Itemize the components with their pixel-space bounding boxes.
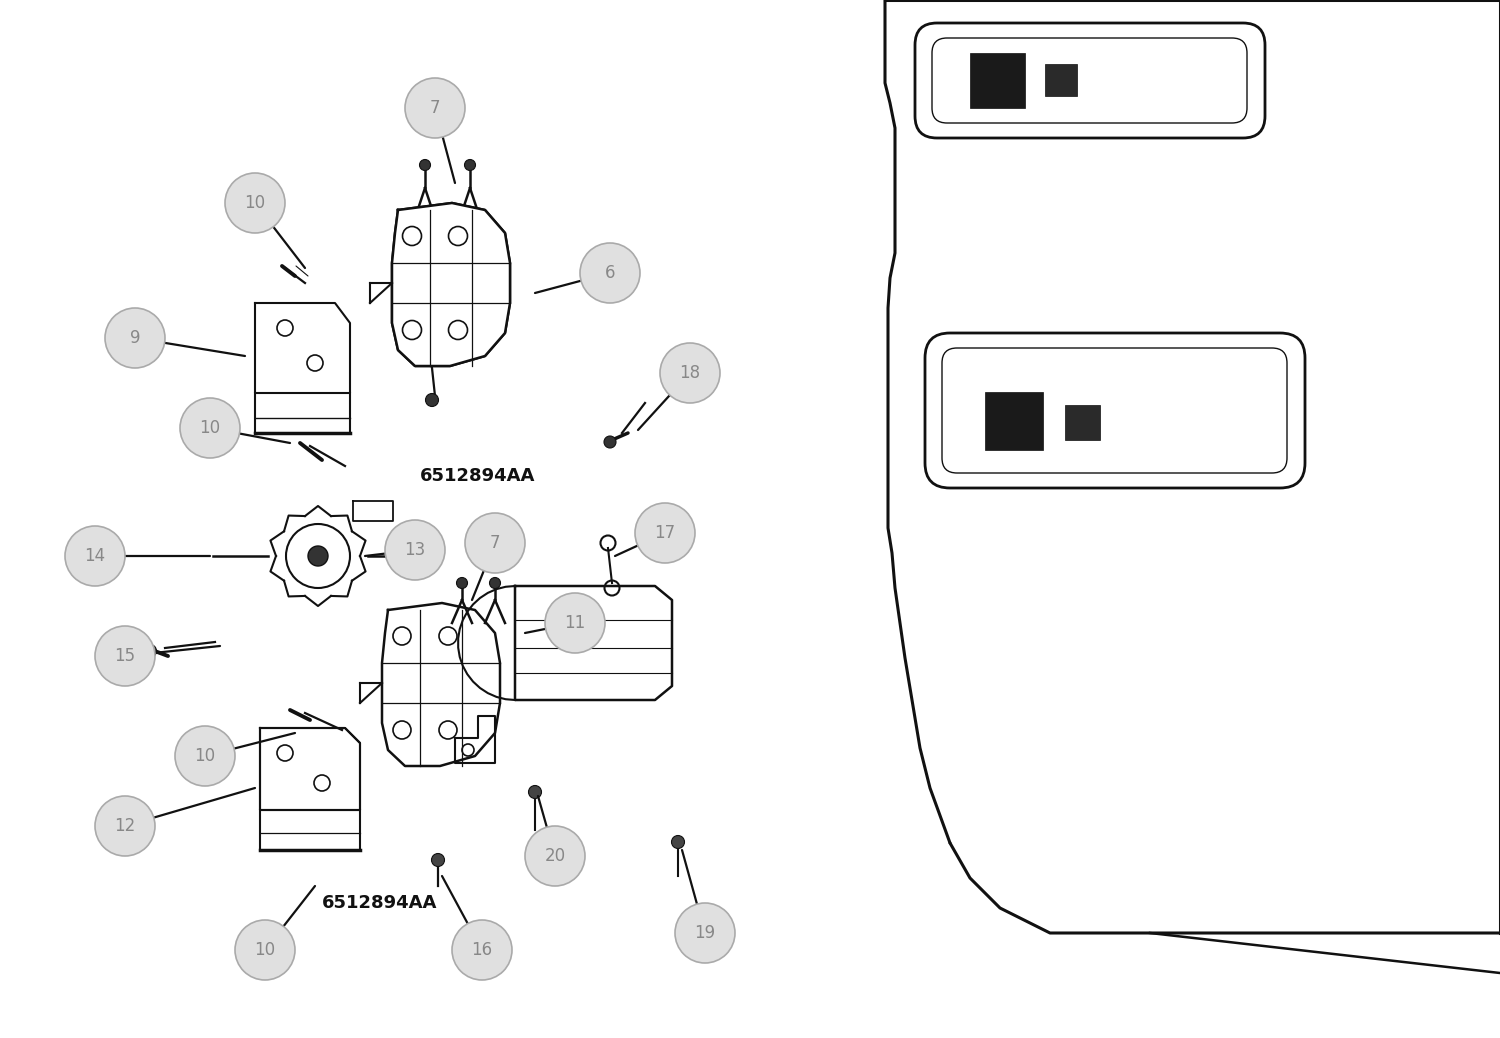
Circle shape bbox=[675, 903, 735, 963]
Text: 18: 18 bbox=[680, 364, 700, 382]
Circle shape bbox=[225, 173, 285, 233]
Circle shape bbox=[448, 321, 468, 339]
Circle shape bbox=[465, 513, 525, 573]
Circle shape bbox=[465, 160, 476, 170]
Circle shape bbox=[420, 160, 430, 170]
Text: 9: 9 bbox=[130, 329, 141, 347]
Text: 11: 11 bbox=[564, 614, 585, 632]
Circle shape bbox=[544, 593, 604, 653]
Text: 13: 13 bbox=[405, 541, 426, 559]
Circle shape bbox=[402, 226, 422, 246]
FancyBboxPatch shape bbox=[942, 348, 1287, 473]
Circle shape bbox=[660, 343, 720, 403]
Circle shape bbox=[94, 626, 154, 686]
Circle shape bbox=[286, 524, 350, 588]
Text: 17: 17 bbox=[654, 524, 675, 542]
Circle shape bbox=[525, 826, 585, 886]
Text: 7: 7 bbox=[429, 99, 441, 117]
Text: 6512894AA: 6512894AA bbox=[420, 467, 536, 485]
Text: 20: 20 bbox=[544, 847, 566, 865]
Circle shape bbox=[236, 920, 296, 980]
Circle shape bbox=[180, 398, 240, 458]
Polygon shape bbox=[382, 603, 500, 766]
Bar bbox=[970, 53, 1024, 108]
Bar bbox=[1046, 64, 1077, 95]
Circle shape bbox=[528, 786, 542, 798]
Text: 14: 14 bbox=[84, 547, 105, 565]
Text: 6512894AA: 6512894AA bbox=[322, 894, 438, 912]
Polygon shape bbox=[392, 203, 510, 366]
Circle shape bbox=[105, 308, 165, 368]
FancyBboxPatch shape bbox=[915, 23, 1264, 138]
Circle shape bbox=[604, 436, 616, 448]
FancyBboxPatch shape bbox=[926, 333, 1305, 488]
Text: 15: 15 bbox=[114, 647, 135, 665]
Circle shape bbox=[440, 627, 458, 645]
FancyBboxPatch shape bbox=[932, 38, 1246, 122]
Circle shape bbox=[426, 393, 438, 407]
Circle shape bbox=[440, 721, 458, 739]
Circle shape bbox=[672, 836, 684, 848]
Text: 6: 6 bbox=[604, 264, 615, 282]
Circle shape bbox=[94, 796, 154, 856]
Bar bbox=[1065, 405, 1100, 440]
Circle shape bbox=[489, 577, 501, 589]
Text: 10: 10 bbox=[195, 747, 216, 765]
Circle shape bbox=[386, 520, 446, 580]
Text: 12: 12 bbox=[114, 817, 135, 835]
Text: 10: 10 bbox=[255, 941, 276, 959]
Bar bbox=[986, 392, 1042, 450]
Circle shape bbox=[580, 243, 640, 303]
Circle shape bbox=[402, 321, 422, 339]
Circle shape bbox=[308, 546, 328, 566]
Circle shape bbox=[64, 526, 125, 586]
Text: 10: 10 bbox=[244, 194, 266, 212]
Text: 16: 16 bbox=[471, 941, 492, 959]
Circle shape bbox=[456, 577, 468, 589]
Circle shape bbox=[393, 627, 411, 645]
Circle shape bbox=[176, 726, 236, 786]
Text: 7: 7 bbox=[489, 534, 501, 552]
Circle shape bbox=[393, 721, 411, 739]
Polygon shape bbox=[514, 586, 672, 700]
Circle shape bbox=[405, 78, 465, 138]
Circle shape bbox=[448, 226, 468, 246]
Circle shape bbox=[634, 503, 694, 563]
Circle shape bbox=[452, 920, 512, 980]
Polygon shape bbox=[260, 728, 360, 810]
Text: 19: 19 bbox=[694, 924, 715, 943]
Circle shape bbox=[432, 853, 444, 867]
Circle shape bbox=[144, 645, 156, 657]
Text: 10: 10 bbox=[200, 419, 220, 437]
